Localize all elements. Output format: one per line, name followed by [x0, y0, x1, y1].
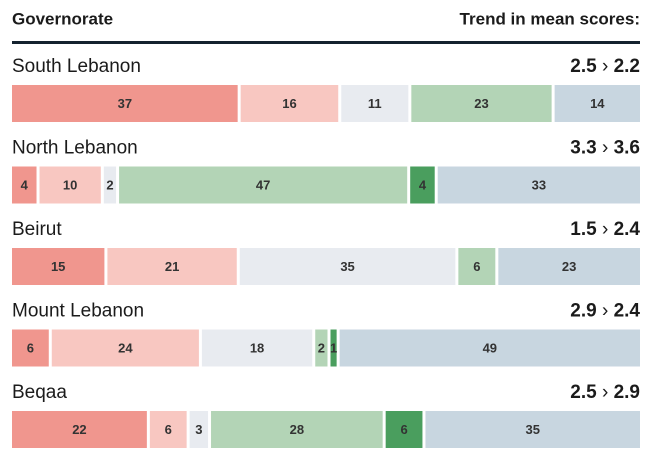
bar-segment: [103, 166, 117, 204]
trend-to: 2.4: [614, 301, 641, 322]
trend: 3.3 › 3.6: [570, 138, 640, 159]
segment-label: 1: [330, 340, 337, 355]
governorate-name: Beqaa: [12, 382, 67, 403]
segment-label: 11: [368, 96, 382, 111]
segment-label: 15: [51, 259, 65, 274]
bar-segment: [498, 248, 640, 285]
trend-separator: ›: [602, 219, 608, 240]
segment-label: 2: [318, 340, 325, 355]
bar-segment: [51, 329, 199, 367]
bar-segment: [211, 411, 383, 448]
header-right: Trend in mean scores:: [460, 9, 640, 28]
segment-label: 4: [21, 177, 29, 192]
bar-segment: [437, 166, 640, 204]
bar-segment: [107, 248, 237, 285]
trend: 2.9 › 2.4: [570, 301, 640, 322]
segment-label: 24: [118, 340, 133, 355]
governorate-name: Mount Lebanon: [12, 301, 144, 322]
bar-segment: [341, 85, 409, 122]
segment-label: 10: [63, 177, 77, 192]
segment-label: 28: [290, 422, 304, 437]
segment-label: 6: [400, 422, 407, 437]
bar-segment: [119, 166, 408, 204]
segment-label: 23: [562, 259, 576, 274]
trend-from: 2.5: [570, 56, 597, 77]
bar-segment: [458, 248, 496, 285]
trend-separator: ›: [602, 301, 608, 322]
segment-label: 22: [72, 422, 86, 437]
segment-label: 2: [106, 177, 113, 192]
bar-segment: [410, 166, 435, 204]
header-rule: [12, 41, 640, 44]
segment-label: 16: [282, 96, 296, 111]
bar-segment: [330, 329, 337, 367]
segment-label: 35: [340, 259, 354, 274]
bar-segment: [12, 329, 49, 367]
segment-label: 33: [532, 177, 546, 192]
bar-segment: [12, 411, 147, 448]
bar-segment: [554, 85, 640, 122]
trend-from: 2.5: [570, 382, 597, 403]
bar-segment: [12, 248, 105, 285]
segment-label: 14: [590, 96, 605, 111]
trend: 2.5 › 2.9: [570, 382, 640, 403]
governorate-name: South Lebanon: [12, 56, 141, 77]
bar-segment: [201, 329, 313, 367]
segment-label: 6: [27, 340, 34, 355]
bar-segment: [385, 411, 423, 448]
bar-segment: [239, 248, 456, 285]
trend-from: 3.3: [570, 138, 596, 159]
segment-label: 47: [256, 177, 270, 192]
segment-label: 21: [165, 259, 179, 274]
trend-separator: ›: [602, 382, 608, 403]
bar-segment: [12, 166, 37, 204]
bar-segment: [149, 411, 187, 448]
segment-label: 23: [474, 96, 488, 111]
header-left: Governorate: [12, 9, 113, 28]
segment-label: 6: [165, 422, 172, 437]
segment-label: 6: [473, 259, 480, 274]
trend-from: 1.5: [570, 219, 597, 240]
bar-segment: [315, 329, 328, 367]
trend-to: 2.4: [614, 219, 641, 240]
governorate-name: North Lebanon: [12, 138, 138, 159]
segment-label: 4: [419, 177, 427, 192]
bar-segment: [240, 85, 339, 122]
bar-segment: [189, 411, 209, 448]
trend-to: 2.9: [614, 382, 640, 403]
trend-from: 2.9: [570, 301, 596, 322]
bar-segment: [411, 85, 552, 122]
trend-separator: ›: [602, 56, 608, 77]
bar-segment: [339, 329, 640, 367]
trend-to: 3.6: [614, 138, 640, 159]
trend-to: 2.2: [614, 56, 640, 77]
segment-label: 3: [195, 422, 202, 437]
bar-segment: [39, 166, 101, 204]
segment-label: 37: [118, 96, 132, 111]
trend: 2.5 › 2.2: [570, 56, 640, 77]
bar-segment: [12, 85, 238, 122]
bar-segment: [425, 411, 640, 448]
trend-separator: ›: [602, 138, 608, 159]
trend: 1.5 › 2.4: [570, 219, 640, 240]
segment-label: 18: [250, 340, 264, 355]
governorate-name: Beirut: [12, 219, 62, 240]
segment-label: 35: [525, 422, 539, 437]
segment-label: 49: [483, 340, 497, 355]
